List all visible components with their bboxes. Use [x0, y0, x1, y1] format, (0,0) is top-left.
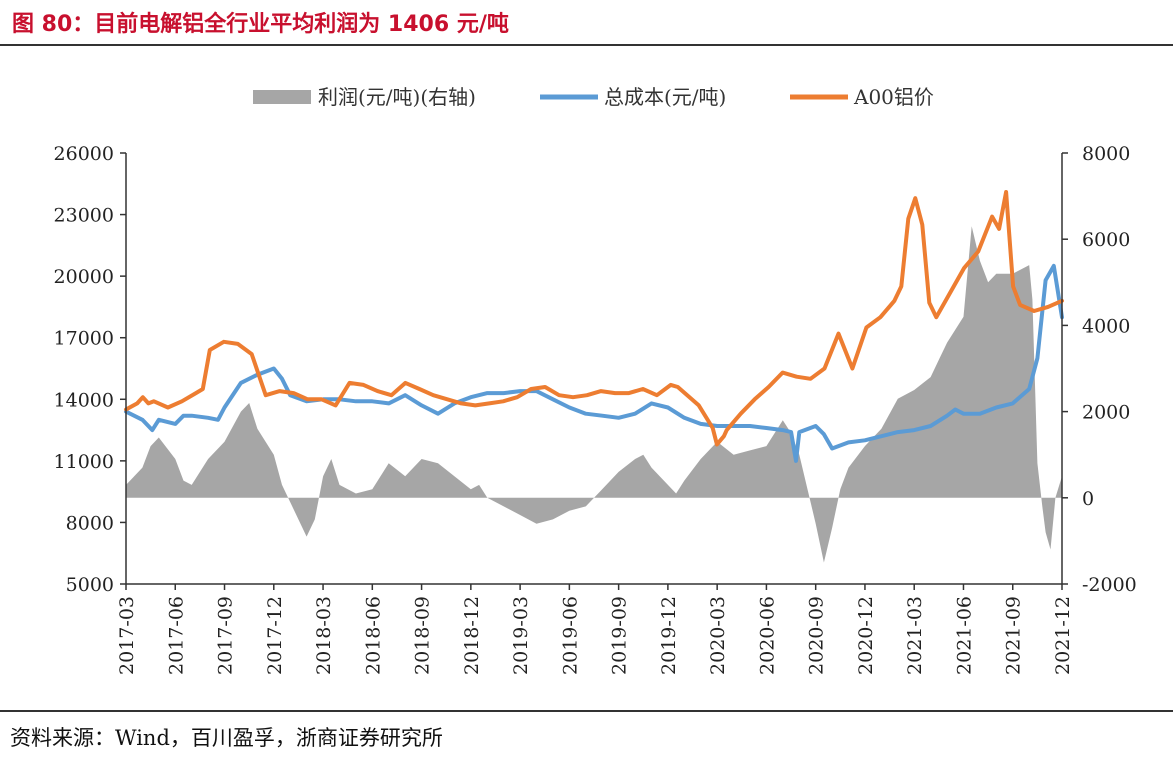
- plot-area: [124, 190, 1064, 563]
- left-tick-label: 8000: [66, 512, 114, 534]
- x-tick-label: 2019-09: [609, 596, 631, 675]
- x-tick-label: 2020-03: [707, 596, 729, 675]
- x-tick-label: 2017-06: [165, 596, 187, 675]
- x-tick-label: 2021-03: [904, 596, 926, 675]
- left-tick-label: 20000: [54, 266, 114, 288]
- chart: 利润(元/吨)(右轴) 总成本(元/吨) A00铝价 26000 23000 200…: [54, 85, 1137, 675]
- x-tick-label: 2018-09: [412, 596, 434, 675]
- right-tick-label: 2000: [1082, 402, 1130, 424]
- x-tick-label: 2018-03: [313, 596, 335, 675]
- x-tick-label: 2020-09: [806, 596, 828, 675]
- x-tick-label: 2020-12: [855, 596, 877, 675]
- left-tick-label: 23000: [54, 205, 114, 227]
- top-divider: [0, 44, 1173, 46]
- x-tick-label: 2017-09: [215, 596, 237, 675]
- legend-label-price: A00铝价: [853, 85, 934, 109]
- chart-title: 图 80：目前电解铝全行业平均利润为 1406 元/吨: [12, 12, 509, 37]
- x-tick-label: 2018-06: [362, 596, 384, 675]
- right-tick-label: 6000: [1082, 229, 1130, 251]
- x-tick-label: 2019-06: [559, 596, 581, 675]
- legend-label-profit: 利润(元/吨)(右轴): [318, 85, 476, 109]
- left-tick-label: 5000: [66, 574, 114, 596]
- right-tick-label: 4000: [1082, 315, 1130, 337]
- right-tick-label: 8000: [1082, 143, 1130, 165]
- x-tick-label: 2021-09: [1003, 596, 1025, 675]
- x-tick-label: 2021-12: [1052, 596, 1074, 675]
- x-tick-label: 2017-03: [116, 596, 138, 675]
- right-tick-label: -2000: [1082, 574, 1137, 596]
- x-tick-label: 2021-06: [953, 596, 975, 675]
- x-tick-label: 2017-12: [264, 596, 286, 675]
- left-tick-label: 17000: [54, 328, 114, 350]
- left-tick-label: 14000: [54, 389, 114, 411]
- bottom-divider: [0, 710, 1173, 712]
- x-tick-label: 2018-12: [461, 596, 483, 675]
- source-note: 资料来源：Wind，百川盈孚，浙商证券研究所: [10, 726, 443, 750]
- right-tick-label: 0: [1082, 488, 1094, 510]
- left-tick-label: 26000: [54, 143, 114, 165]
- legend: 利润(元/吨)(右轴) 总成本(元/吨) A00铝价: [253, 85, 934, 109]
- series-price-line: [124, 190, 1064, 447]
- x-tick-label: 2019-12: [658, 596, 680, 675]
- x-tick-label: 2020-06: [756, 596, 778, 675]
- legend-swatch-profit: [253, 90, 311, 104]
- legend-label-cost: 总成本(元/吨): [604, 85, 726, 109]
- axes: 2600023000200001700014000110008000500080…: [54, 143, 1137, 675]
- left-tick-label: 11000: [54, 451, 114, 473]
- x-tick-label: 2019-03: [510, 596, 532, 675]
